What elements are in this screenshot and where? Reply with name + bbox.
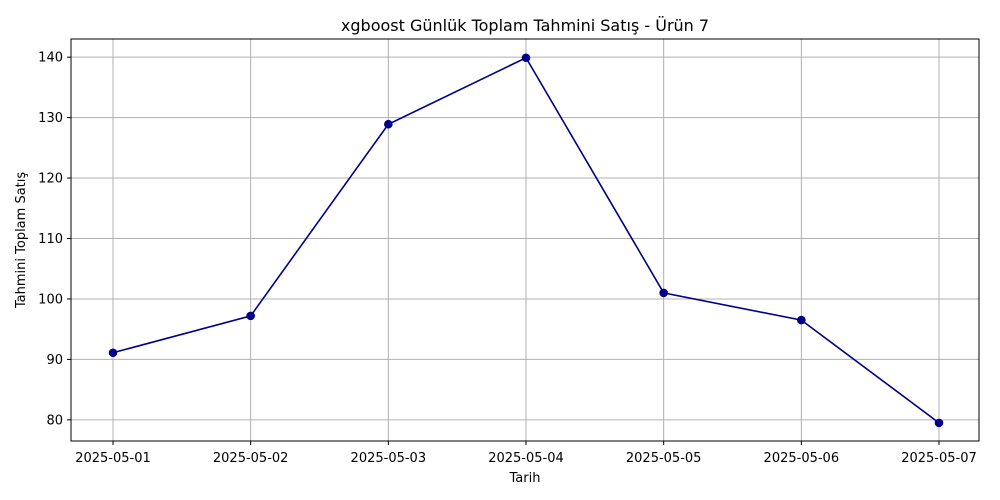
y-tick-label: 140 (38, 51, 63, 66)
y-tick-label: 120 (38, 172, 63, 187)
y-tick-label: 100 (38, 292, 63, 307)
x-tick-label: 2025-05-05 (626, 451, 702, 466)
y-tick-label: 90 (46, 353, 63, 368)
data-point (384, 119, 393, 129)
chart-title: xgboost Günlük Toplam Tahmini Satış - Ür… (341, 16, 709, 35)
x-tick-label: 2025-05-06 (764, 451, 840, 466)
x-axis-label: Tarih (509, 471, 541, 486)
axis-ticks: 2025-05-01 2025-05-02 2025-05-03 2025-05-04… (38, 51, 977, 466)
x-tick-label: 2025-05-02 (213, 451, 289, 466)
y-tick-label: 110 (38, 232, 63, 247)
data-point (108, 348, 118, 358)
data-point (797, 315, 806, 325)
x-tick-label: 2025-05-07 (901, 451, 977, 466)
data-point (659, 288, 668, 298)
data-point (246, 311, 255, 321)
data-series (108, 53, 944, 428)
y-tick-label: 130 (38, 111, 63, 126)
x-tick-label: 2025-05-01 (75, 451, 151, 466)
y-tick-label: 80 (46, 413, 63, 428)
y-axis-label: Tahmini Toplam Satış (14, 172, 29, 309)
data-point (521, 53, 531, 63)
x-tick-label: 2025-05-04 (488, 451, 564, 466)
plot-frame (70, 38, 980, 442)
x-tick-label: 2025-05-03 (351, 451, 427, 466)
data-point (934, 418, 944, 428)
